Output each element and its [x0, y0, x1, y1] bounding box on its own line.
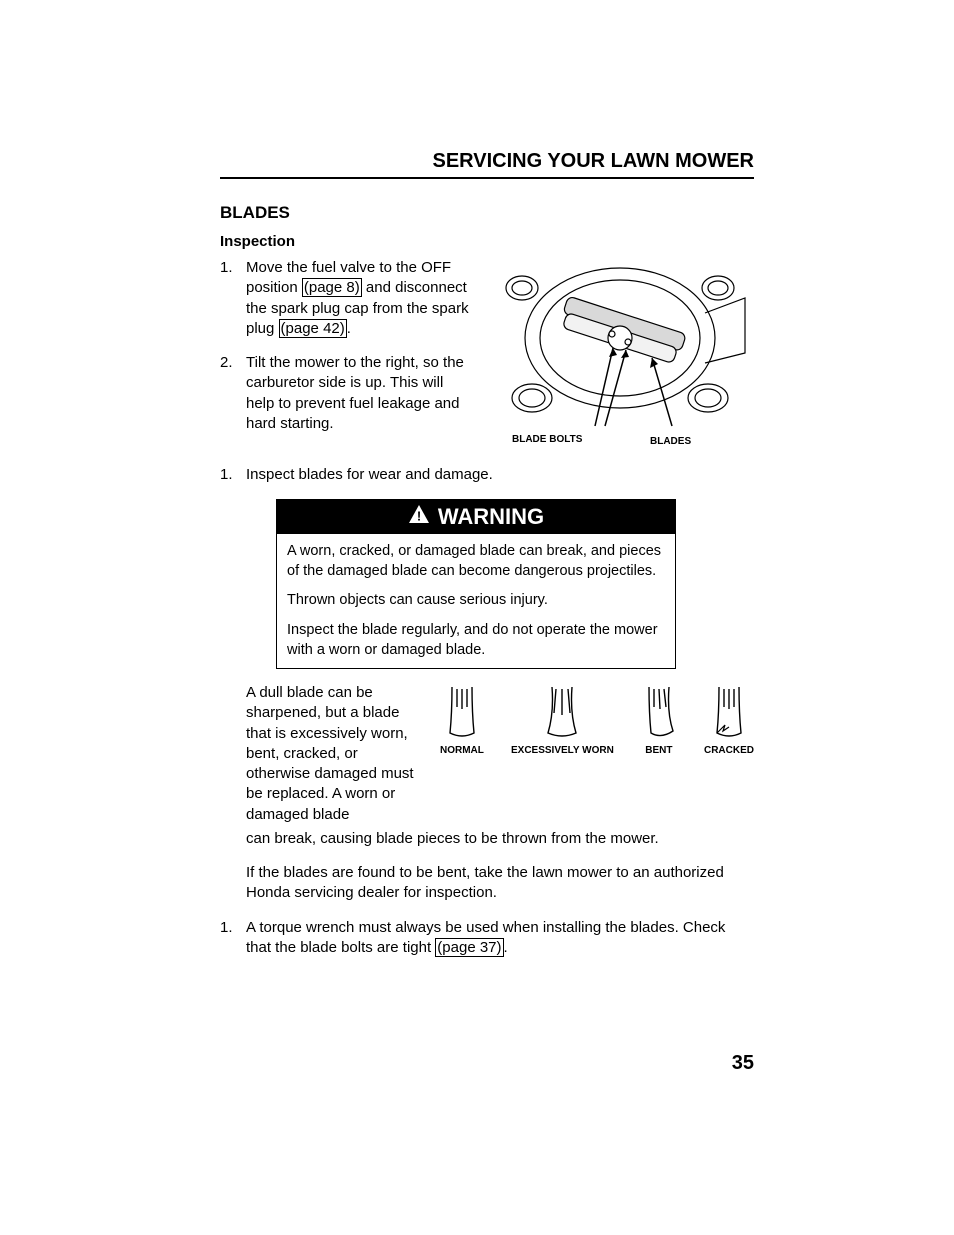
bent-blade-note: If the blades are found to be bent, take…: [246, 863, 754, 904]
warning-p2: Thrown objects can cause serious injury.: [287, 591, 665, 611]
subsection-inspection: Inspection: [220, 233, 754, 250]
step-4: A torque wrench must always be used when…: [220, 918, 754, 959]
step-3: Inspect blades for wear and damage.: [220, 465, 754, 485]
step-4-post: .: [504, 939, 508, 956]
blade-states-figure: NORMAL EXCESSIVELY WORN BENT CRACKED: [440, 683, 754, 825]
blade-state-cracked-label: CRACKED: [704, 745, 754, 756]
warning-body: A worn, cracked, or damaged blade can br…: [277, 534, 675, 668]
warning-p3: Inspect the blade regularly, and do not …: [287, 621, 665, 660]
blade-state-worn-label: EXCESSIVELY WORN: [511, 745, 614, 756]
page-ref-37[interactable]: (page 37): [435, 938, 503, 957]
warning-header: ! WARNING: [277, 500, 675, 534]
steps-1-2-column: Move the fuel valve to the OFF position …: [220, 258, 470, 453]
page-ref-42[interactable]: (page 42): [279, 319, 347, 338]
mower-underside-figure: BLADE BOLTS BLADES: [490, 258, 750, 453]
blade-state-cracked: CRACKED: [704, 683, 754, 757]
dull-blade-cont: can break, causing blade pieces to be th…: [246, 829, 754, 849]
blade-state-bent: BENT: [641, 683, 677, 757]
blade-state-normal: NORMAL: [440, 683, 484, 757]
dull-blade-lead: A dull blade can be sharpened, but a bla…: [246, 683, 426, 825]
blade-state-normal-label: NORMAL: [440, 745, 484, 756]
svg-text:!: !: [417, 509, 421, 524]
mower-figure-column: BLADE BOLTS BLADES: [490, 258, 754, 453]
page-number: 35: [732, 1052, 754, 1075]
blade-state-bent-label: BENT: [645, 745, 672, 756]
step-1-post: .: [347, 320, 351, 337]
page-ref-8[interactable]: (page 8): [302, 278, 362, 297]
warning-p1: A worn, cracked, or damaged blade can br…: [287, 542, 665, 581]
page-header-title: SERVICING YOUR LAWN MOWER: [220, 150, 754, 179]
warning-box: ! WARNING A worn, cracked, or damaged bl…: [276, 499, 676, 669]
step-and-figure-row: Move the fuel valve to the OFF position …: [220, 258, 754, 453]
step-1: Move the fuel valve to the OFF position …: [220, 258, 470, 339]
figure-label-blades: BLADES: [650, 436, 691, 447]
warning-triangle-icon: !: [408, 504, 430, 530]
dull-blade-row: A dull blade can be sharpened, but a bla…: [246, 683, 754, 825]
section-blades: BLADES: [220, 203, 754, 223]
blade-state-worn: EXCESSIVELY WORN: [511, 683, 614, 757]
warning-title-text: WARNING: [438, 504, 544, 530]
dull-blade-block: A dull blade can be sharpened, but a bla…: [220, 683, 754, 904]
step-2: Tilt the mower to the right, so the carb…: [220, 353, 470, 434]
figure-label-blade-bolts: BLADE BOLTS: [512, 434, 582, 445]
